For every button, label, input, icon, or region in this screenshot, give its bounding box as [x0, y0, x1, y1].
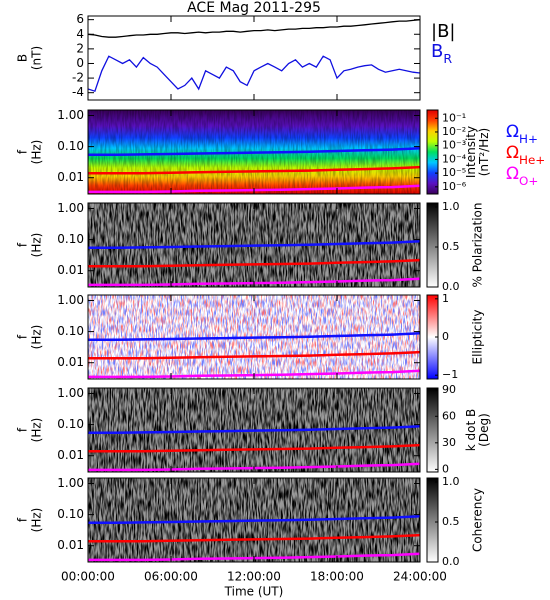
colorbar-tick-label: −1 — [442, 368, 458, 381]
y-axis-label: (nT) — [30, 46, 44, 70]
y-axis-label: f — [16, 334, 30, 339]
y-axis-label: (Hz) — [30, 233, 44, 258]
y-tick-label: 0.01 — [57, 538, 84, 552]
colorbar-tick-label: 10⁻² — [442, 125, 466, 138]
colorbar-tick-label: 1.0 — [442, 200, 460, 213]
colorbar-tick-label: 10⁻⁶ — [442, 180, 467, 193]
y-tick-label: 1.00 — [57, 476, 84, 490]
colorbar-tick-label: 1 — [442, 292, 449, 305]
colorbar — [426, 109, 439, 195]
y-tick-label: -2 — [72, 71, 84, 85]
gyrofrequency-line — [88, 332, 420, 341]
y-tick-label: 4 — [76, 27, 84, 41]
y-tick-label: 0.10 — [57, 139, 84, 153]
legend-label: ΩO+ — [506, 164, 538, 188]
x-tick-label: 12:00:00 — [227, 570, 281, 584]
y-axis-label: (Hz) — [30, 325, 44, 350]
y-tick-label: 0.01 — [57, 170, 84, 184]
colorbar-tick-label: 0.5 — [442, 515, 460, 528]
plot-frame — [87, 15, 421, 101]
x-axis-label: Time (UT) — [224, 585, 284, 599]
y-tick-label: 1.00 — [57, 293, 84, 307]
colorbar-tick-label: 10⁻⁵ — [442, 166, 466, 179]
y-tick-label: 6 — [76, 12, 84, 26]
y-axis-label: (Hz) — [30, 508, 44, 533]
gyrofrequency-line — [88, 533, 420, 543]
y-tick-label: 0.01 — [57, 448, 84, 462]
y-tick-label: 1.00 — [57, 108, 84, 122]
colorbar-tick-label: 30 — [442, 436, 456, 449]
colorbar-tick-label: 1.0 — [442, 475, 460, 488]
y-axis-label: f — [16, 517, 30, 522]
y-tick-label: 0 — [76, 56, 84, 70]
colorbar — [426, 202, 439, 288]
x-tick-label: 06:00:00 — [144, 570, 198, 584]
gyrofrequency-line — [88, 425, 420, 434]
x-tick-label: 24:00:00 — [393, 570, 447, 584]
gyrofrequency-line — [88, 165, 420, 175]
gyrofrequency-line — [88, 240, 420, 249]
y-tick-label: 2 — [76, 41, 84, 55]
colorbar-tick-label: 10⁻¹ — [442, 111, 466, 124]
gyrofrequency-line — [88, 350, 420, 360]
colorbar-label: Ellipticity — [471, 310, 485, 365]
line — [88, 19, 420, 38]
x-tick-label: 00:00:00 — [61, 570, 115, 584]
legend-label: ΩHe+ — [506, 143, 545, 167]
colorbar-tick-label: 0.5 — [442, 240, 460, 253]
colorbar-tick-label: 10⁻³ — [442, 139, 466, 152]
gyrofrequency-line — [88, 443, 420, 453]
gyrofrequency-line — [88, 258, 420, 268]
line — [88, 55, 420, 93]
y-tick-label: 0.10 — [57, 232, 84, 246]
colorbar-tick-label: 0 — [442, 462, 449, 475]
colorbar-label: (nT²/Hz) — [477, 128, 491, 176]
colorbar-tick-label: 0.0 — [442, 280, 460, 293]
x-tick-label: 18:00:00 — [310, 570, 364, 584]
colorbar — [426, 477, 439, 563]
gyrofrequency-line — [88, 515, 420, 524]
colorbar-label: k dot B — [464, 409, 478, 451]
colorbar-tick-label: 0 — [442, 330, 449, 343]
y-tick-label: 0.10 — [57, 324, 84, 338]
y-tick-label: 0.01 — [57, 355, 84, 369]
y-tick-label: 0.10 — [57, 507, 84, 521]
legend-label: ΩH+ — [506, 122, 538, 146]
legend-label: BR — [431, 41, 452, 66]
y-axis-label: B — [16, 54, 30, 62]
colorbar-label: Coherency — [471, 488, 485, 552]
colorbar-tick-label: 90 — [442, 383, 456, 396]
colorbar-tick-label: 60 — [442, 409, 456, 422]
y-tick-label: -4 — [72, 85, 84, 99]
y-axis-label: f — [16, 242, 30, 247]
legend-label: |B| — [431, 21, 455, 42]
y-axis-label: f — [16, 149, 30, 154]
y-tick-label: 0.01 — [57, 263, 84, 277]
colorbar-label: Intensity — [464, 126, 478, 178]
colorbar-label: (Deg) — [477, 413, 491, 447]
y-axis-label: f — [16, 427, 30, 432]
colorbar — [426, 387, 439, 473]
chart-title: ACE Mag 2011-295 — [187, 0, 321, 16]
y-axis-label: (Hz) — [30, 140, 44, 165]
y-tick-label: 1.00 — [57, 386, 84, 400]
colorbar-tick-label: 0.0 — [442, 555, 460, 568]
y-tick-label: 1.00 — [57, 201, 84, 215]
y-axis-label: (Hz) — [30, 418, 44, 443]
colorbar-label: % Polarization — [471, 203, 485, 288]
y-tick-label: 0.10 — [57, 417, 84, 431]
colorbar-tick-label: 10⁻⁴ — [442, 152, 467, 165]
gyrofrequency-line — [88, 147, 420, 156]
